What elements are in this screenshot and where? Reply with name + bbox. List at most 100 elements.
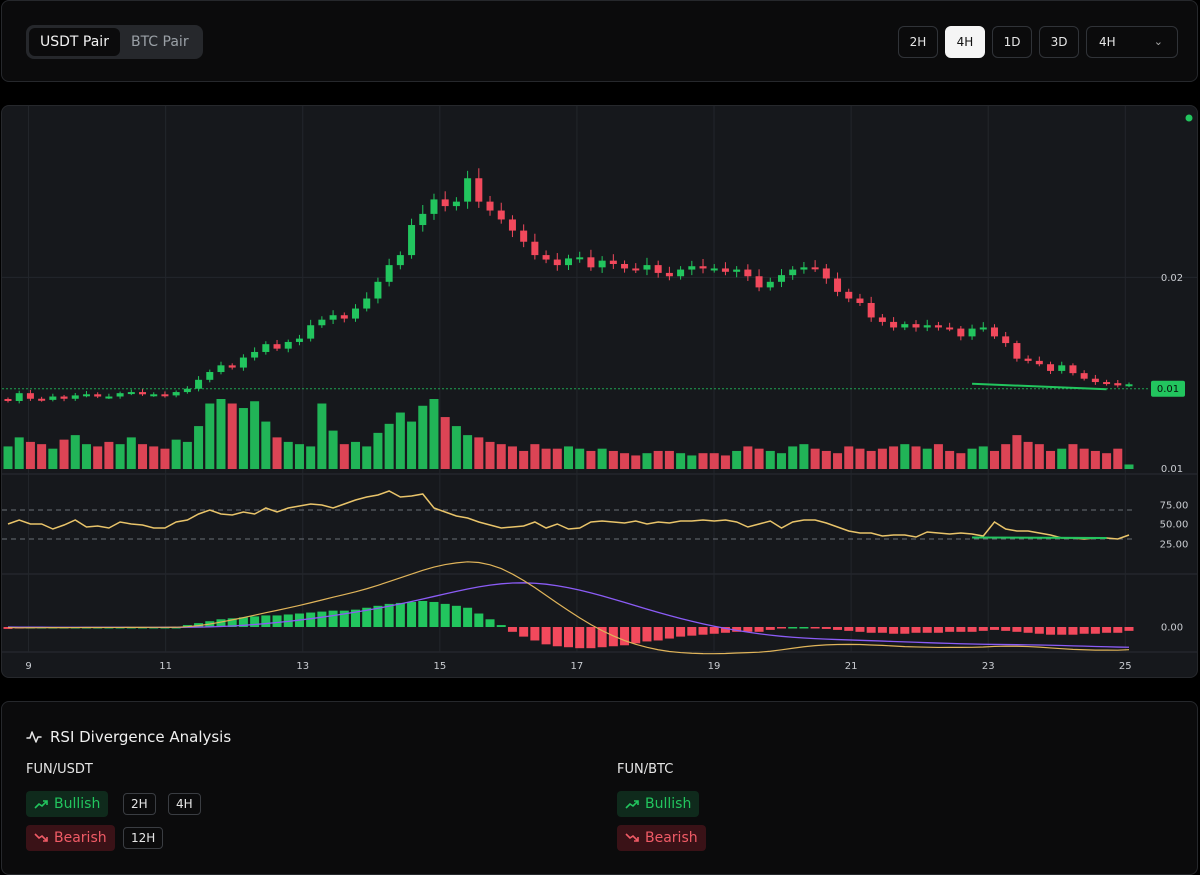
volume-bar (496, 444, 506, 469)
macd-histogram-bar (855, 627, 865, 632)
macd-histogram-bar (653, 627, 663, 641)
macd-histogram-bar (844, 627, 854, 631)
macd-histogram-bar (1068, 627, 1078, 635)
macd-histogram-bar (463, 607, 473, 627)
rsi-axis-label: 50.00 (1160, 520, 1189, 531)
volume-bar (407, 421, 417, 469)
candle-body (441, 199, 449, 207)
macd-histogram-bar (541, 627, 551, 645)
volume-bar (631, 455, 641, 469)
bullish-tf-4h[interactable]: 4H (168, 793, 201, 815)
interval-select[interactable]: 4H ⌄ (1086, 26, 1178, 58)
volume-bar (1034, 444, 1044, 469)
volume-bar (586, 450, 596, 469)
macd-histogram-bar (833, 627, 843, 630)
macd-histogram-bar (866, 627, 876, 633)
btc-pair-tab[interactable]: BTC Pair (130, 34, 189, 50)
volume-bar (306, 446, 316, 469)
macd-histogram-bar (575, 627, 585, 649)
bullish-badge-usdt[interactable]: Bullish (26, 791, 109, 817)
timeframe-2h-button[interactable]: 2H (898, 26, 938, 58)
volume-bar (294, 444, 304, 469)
macd-histogram-bar (922, 627, 932, 633)
macd-histogram-bar (261, 615, 271, 627)
rsi-line (7, 490, 1130, 540)
macd-histogram-bar (810, 627, 820, 629)
bearish-badge-usdt[interactable]: Bearish (26, 825, 115, 851)
macd-histogram-bar (1001, 627, 1011, 631)
timeframe-4h-button[interactable]: 4H (945, 26, 985, 58)
volume-bar (418, 405, 428, 469)
candle-body (643, 265, 651, 270)
candle-body (1035, 360, 1043, 365)
macd-histogram-bar (698, 627, 708, 635)
usdt-pair-tab[interactable]: USDT Pair (29, 28, 120, 56)
macd-histogram-bar (216, 619, 226, 627)
candle-body (856, 298, 864, 303)
macd-histogram-bar (720, 627, 730, 633)
timeframe-1d-button[interactable]: 1D (992, 26, 1032, 58)
volume-bar (519, 450, 529, 469)
volume-bar (373, 432, 383, 469)
candle-body (385, 265, 393, 282)
macd-histogram-bar (1102, 627, 1112, 633)
rsi-divergence-panel: RSI Divergence Analysis FUN/USDT Bullish… (1, 701, 1198, 875)
macd-histogram-bar (227, 618, 237, 627)
candle-body (1114, 383, 1122, 386)
bullish-tf-2h[interactable]: 2H (123, 793, 156, 815)
macd-histogram-bar (933, 627, 943, 633)
chart-panel[interactable]: 9 11 13 15 17 19 21 23 25 0.01 0.02 0.01 75.00 50.00 2… (1, 105, 1198, 678)
timeframe-3d-button[interactable]: 3D (1039, 26, 1079, 58)
candle-body (15, 393, 23, 401)
candle-body (172, 392, 180, 396)
candle-body (116, 393, 124, 397)
candle-body (105, 396, 113, 399)
x-axis-label: 9 (25, 661, 31, 672)
candle-body (464, 178, 472, 202)
volume-bar (788, 446, 798, 469)
candle-body (284, 341, 292, 349)
macd-histogram-bar (519, 627, 529, 637)
x-axis-label: 21 (845, 661, 858, 672)
volume-bar (1090, 450, 1100, 469)
macd-histogram-bar (328, 610, 338, 627)
macd-histogram-bar (339, 610, 349, 627)
candle-body (934, 325, 942, 328)
macd-histogram-bar (1023, 627, 1033, 633)
volume-bar (182, 441, 192, 469)
bearish-tf-12h[interactable]: 12H (123, 827, 164, 849)
candle-body (94, 394, 102, 397)
rsi-axis-label: 75.00 (1160, 501, 1189, 512)
macd-histogram-bar (429, 601, 439, 627)
toolbar: USDT Pair BTC Pair 2H 4H 1D 3D 4H ⌄ (1, 0, 1198, 82)
bullish-badge-btc[interactable]: Bullish (617, 791, 700, 817)
volume-bar (149, 446, 159, 469)
volume-bar (339, 444, 349, 469)
volume-bar (138, 444, 148, 469)
bearish-badge-btc[interactable]: Bearish (617, 825, 706, 851)
candle-body (1002, 336, 1010, 344)
candle-body (834, 278, 842, 292)
volume-bar (821, 450, 831, 469)
current-price-tag (1151, 380, 1185, 397)
volume-bar (1124, 464, 1134, 469)
volume-bar (564, 446, 573, 469)
candle-body (497, 210, 505, 220)
candle-body (542, 255, 550, 260)
candle-body (721, 268, 729, 272)
candle-body (82, 394, 90, 397)
macd-signal-line (7, 582, 1130, 648)
candle-body (239, 357, 247, 368)
volume-bar (799, 444, 809, 469)
volume-bar (889, 446, 899, 469)
volume-bar (776, 453, 786, 469)
macd-histogram-bar (362, 607, 372, 627)
volume-bar (967, 448, 977, 469)
volume-bar (1113, 448, 1123, 469)
volume-bar (115, 444, 125, 469)
candle-body (4, 398, 12, 401)
price-chart[interactable]: 9 11 13 15 17 19 21 23 25 0.01 0.02 0.01 75.00 50.00 2… (2, 106, 1198, 678)
volume-bar (429, 399, 439, 469)
candle-body (251, 351, 259, 358)
volume-bar (833, 453, 843, 469)
